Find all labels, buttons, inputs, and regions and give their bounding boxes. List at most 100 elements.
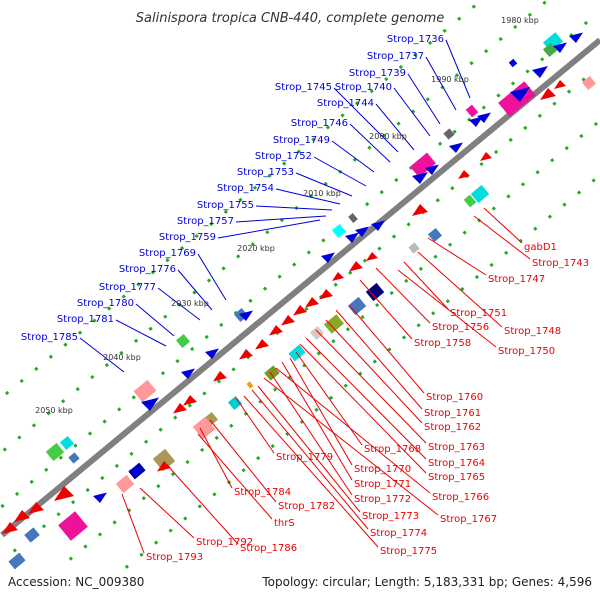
- forward-gene-arrow: [477, 112, 491, 123]
- tick-mark: [119, 350, 124, 356]
- tick-mark: [379, 189, 384, 195]
- reverse-gene-label: Strop_1782: [278, 501, 335, 512]
- forward-gene-arrow: [412, 172, 428, 184]
- forward-gene-label: Strop_1785: [21, 332, 78, 343]
- reverse-gene-arrow: [412, 204, 428, 216]
- tick-mark: [425, 97, 430, 102]
- reverse-gene-arrow: [239, 349, 253, 360]
- tick-mark: [469, 61, 474, 66]
- reverse-leader-line: [299, 343, 427, 474]
- genome-summary-text: Topology: circular; Length: 5,183,331 bp…: [261, 575, 592, 589]
- tick-mark: [250, 242, 255, 247]
- reverse-gene-label: Strop_1768: [364, 444, 421, 455]
- tick-mark: [523, 125, 528, 130]
- tick-mark: [367, 145, 372, 150]
- reverse-gene-arrow: [14, 510, 30, 522]
- tick-mark: [282, 161, 287, 166]
- tick-mark: [450, 186, 455, 191]
- reverse-leader-line: [403, 261, 449, 310]
- forward-gene-arrow: [129, 466, 143, 477]
- tick-mark: [321, 238, 326, 243]
- tick-mark: [457, 16, 462, 21]
- forward-gene-label: Strop_1753: [237, 167, 294, 178]
- tick-mark: [173, 415, 178, 420]
- reverse-gene-label: Strop_1774: [370, 528, 427, 539]
- tick-mark: [537, 113, 542, 118]
- forward-gene-arrow: [469, 116, 483, 127]
- forward-gene-label: Strop_1744: [317, 98, 374, 109]
- tick-mark: [168, 528, 173, 533]
- tick-mark: [583, 20, 589, 26]
- tick-mark: [343, 383, 348, 388]
- ruler-kbp-label: 1990 kbp: [431, 75, 469, 84]
- tick-mark: [256, 456, 261, 461]
- tick-mark: [489, 262, 494, 268]
- gene-box: [324, 314, 344, 334]
- gene-box: [427, 227, 443, 243]
- forward-leader-line: [445, 39, 471, 99]
- tick-mark: [447, 242, 453, 247]
- forward-gene-label: Strop_1757: [177, 216, 234, 227]
- tick-mark: [71, 499, 76, 505]
- tick-mark: [304, 306, 309, 312]
- tick-mark: [355, 101, 360, 106]
- tick-mark: [4, 390, 10, 396]
- reverse-leader-line: [235, 397, 275, 454]
- tick-mark: [369, 89, 374, 94]
- tick-mark: [153, 540, 159, 545]
- tick-mark: [360, 315, 365, 320]
- ruler-kbp-label: 2030 kbp: [171, 299, 209, 308]
- reverse-gene-label: Strop_1766: [432, 492, 489, 503]
- forward-gene-arrow: [141, 397, 159, 411]
- forward-leader-line: [313, 156, 367, 187]
- tick-mark: [576, 190, 582, 195]
- gene-box: [24, 527, 40, 543]
- tick-mark: [527, 12, 532, 17]
- forward-leader-line: [375, 103, 415, 151]
- tick-mark: [513, 24, 518, 30]
- tick-mark: [148, 326, 153, 331]
- gene-features: [2, 32, 597, 570]
- tick-mark: [150, 270, 156, 275]
- tick-mark: [535, 170, 540, 175]
- reverse-gene-label: Strop_1758: [414, 338, 471, 349]
- forward-gene-arrow: [181, 368, 195, 379]
- tick-mark: [333, 282, 338, 287]
- tick-mark: [552, 101, 557, 106]
- forward-gene-arrow: [371, 220, 385, 231]
- tick-mark: [0, 503, 5, 509]
- tick-mark: [445, 299, 450, 304]
- tick-mark: [139, 552, 144, 557]
- gene-box: [508, 58, 518, 68]
- forward-gene-label: Strop_1739: [349, 68, 406, 79]
- tick-mark: [77, 330, 83, 335]
- gene-box: [309, 325, 325, 341]
- tick-mark: [427, 40, 433, 46]
- forward-leader-line: [349, 123, 391, 163]
- forward-gene-label: Strop_1777: [99, 282, 156, 293]
- gene-box: [347, 296, 367, 316]
- reverse-gene-arrow: [173, 403, 187, 414]
- forward-leader-line: [157, 287, 201, 321]
- tick-mark: [267, 173, 272, 178]
- reverse-gene-labels: gabD1 Strop_1743 Strop_1747 Strop_1751 Strop…: [146, 242, 589, 563]
- forward-gene-label: Strop_1759: [159, 232, 216, 243]
- gene-box: [470, 184, 490, 204]
- tick-mark: [68, 556, 73, 561]
- tick-mark: [306, 250, 311, 255]
- reverse-leader-line: [315, 329, 427, 444]
- tick-mark: [340, 113, 345, 118]
- tick-mark: [197, 504, 202, 509]
- reverse-gene-label: Strop_1765: [428, 472, 485, 483]
- tick-mark: [187, 403, 192, 408]
- forward-gene-label: Strop_1752: [255, 151, 312, 162]
- tick-mark: [160, 371, 166, 376]
- tick-mark: [31, 423, 37, 428]
- tick-mark: [416, 323, 421, 328]
- tick-mark: [136, 282, 141, 287]
- tick-mark: [348, 270, 353, 275]
- forward-gene-label: Strop_1780: [77, 298, 134, 309]
- forward-leader-line: [177, 269, 213, 311]
- tick-mark: [243, 411, 248, 416]
